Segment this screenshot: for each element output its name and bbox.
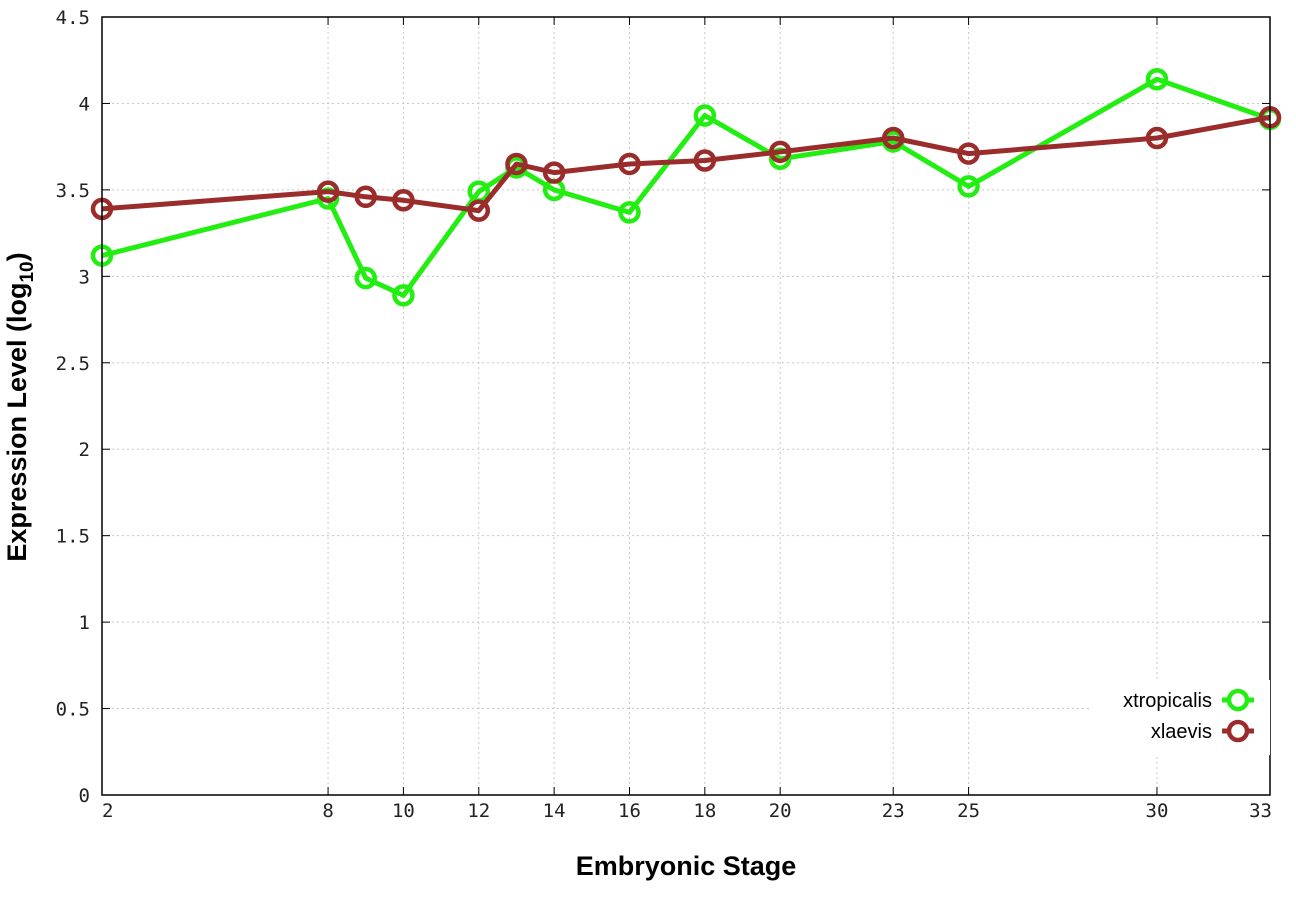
series-line-xtropicalis	[101, 76, 1271, 298]
series-layer	[90, 67, 1282, 307]
y-tick-label: 4	[79, 93, 90, 115]
data-point-xlaevis	[505, 152, 528, 176]
legend: xtropicalis xlaevis	[1090, 680, 1270, 755]
data-point-xlaevis	[542, 161, 566, 184]
y-tick-labels: 0 0.5 1 1.5 2 2.5 3 3.5 4 4.5	[56, 7, 90, 807]
y-tick-label: 2.5	[56, 353, 90, 375]
x-tick-label: 16	[618, 800, 641, 822]
legend-swatch-marker	[1226, 719, 1250, 743]
x-tick-label: 12	[467, 800, 490, 822]
data-point-xlaevis	[881, 126, 905, 150]
y-tick-label: 2	[79, 439, 90, 461]
y-tick-label: 1.5	[56, 526, 90, 548]
grid	[102, 17, 1270, 795]
data-point-xtropicalis	[354, 266, 377, 290]
legend-label: xtropicalis	[1123, 690, 1212, 712]
y-axis-title-suffix: )	[2, 252, 32, 261]
y-axis-title-main: Expression Level (log	[2, 283, 32, 562]
x-tick-label: 23	[882, 800, 905, 822]
data-point-xlaevis	[957, 142, 980, 165]
y-tick-label: 3.5	[56, 180, 90, 202]
data-point-xtropicalis	[1145, 67, 1169, 91]
series-line-xlaevis	[101, 114, 1271, 214]
data-point-xtropicalis	[693, 104, 717, 127]
data-point-xlaevis	[768, 140, 792, 164]
x-axis-title: Embryonic Stage	[576, 851, 797, 881]
x-tick-label: 20	[769, 800, 792, 822]
y-axis-title: Expression Level (log10)	[2, 252, 38, 561]
plot-frame	[101, 16, 1271, 796]
legend-label: xlaevis	[1151, 721, 1212, 743]
y-tick-label: 0	[79, 785, 90, 807]
x-tick-label: 2	[102, 800, 113, 822]
legend-swatch-marker	[1226, 688, 1250, 712]
y-tick-label: 4.5	[56, 7, 90, 29]
legend-item-xlaevis: xlaevis	[1151, 719, 1254, 743]
x-tick-label: 10	[392, 800, 415, 822]
x-tick-label: 8	[322, 800, 333, 822]
x-tick-label: 14	[543, 800, 566, 822]
data-point-xlaevis	[392, 189, 415, 212]
x-tick-label: 33	[1249, 800, 1272, 822]
series-xlaevis	[90, 106, 1282, 222]
data-point-xlaevis	[354, 185, 377, 209]
series-xtropicalis	[90, 67, 1282, 307]
data-point-xtropicalis	[618, 201, 641, 224]
legend-item-xtropicalis: xtropicalis	[1123, 688, 1254, 712]
data-point-xlaevis	[693, 149, 717, 172]
data-point-xtropicalis	[392, 284, 415, 307]
y-tick-label: 3	[79, 266, 90, 288]
data-point-xtropicalis	[957, 175, 980, 198]
x-tick-label: 25	[957, 800, 980, 822]
axis-ticks	[101, 16, 1271, 796]
data-point-xlaevis	[618, 152, 641, 176]
data-point-xlaevis	[467, 199, 491, 222]
x-tick-label: 30	[1146, 800, 1169, 822]
y-axis-title-subscript: 10	[17, 261, 38, 282]
y-tick-label: 0.5	[56, 699, 90, 721]
data-point-xlaevis	[1145, 126, 1169, 150]
x-tick-label: 18	[693, 800, 716, 822]
y-tick-label: 1	[79, 612, 90, 634]
data-point-xlaevis	[316, 180, 340, 203]
x-tick-labels: 2 8 10 12 14 16 18 20 23 25 30 33	[102, 800, 1272, 822]
